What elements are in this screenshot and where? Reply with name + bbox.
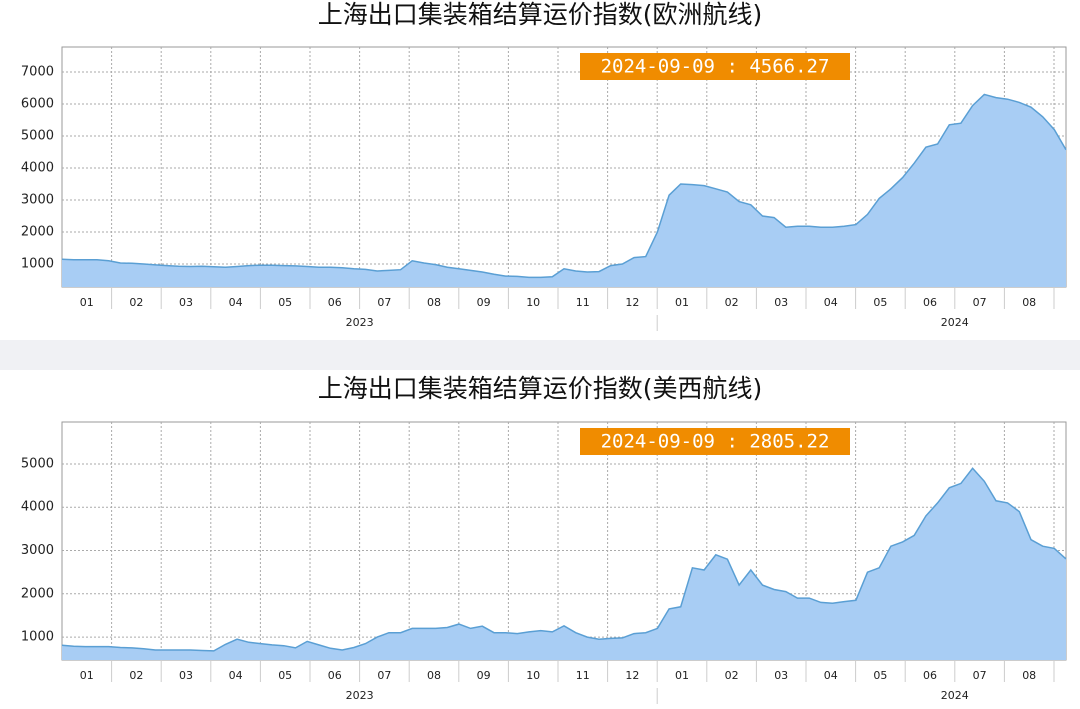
x-tick-label: 04 — [824, 296, 838, 309]
y-tick-label: 7000 — [21, 64, 54, 79]
x-tick-label: 05 — [873, 296, 887, 309]
x-tick-label: 05 — [278, 296, 292, 309]
x-tick-label: 11 — [576, 296, 590, 309]
x-tick-label: 03 — [179, 669, 193, 682]
x-tick-label: 08 — [1022, 669, 1036, 682]
annotation: 2024-09-09 : 2805.22 — [601, 431, 830, 453]
annotation-box — [580, 428, 850, 455]
y-tick-label: 3000 — [21, 192, 54, 207]
year-label: 2023 — [346, 689, 374, 702]
y-tick-label: 4000 — [21, 500, 54, 515]
x-tick-label: 03 — [774, 669, 788, 682]
x-tick-label: 04 — [229, 296, 243, 309]
x-tick-label: 04 — [229, 669, 243, 682]
y-tick-label: 1000 — [21, 630, 54, 645]
y-tick-label: 3000 — [21, 543, 54, 558]
area — [62, 94, 1066, 288]
x-tick-label: 03 — [179, 296, 193, 309]
x-tick-label: 01 — [675, 669, 689, 682]
x-tick-label: 10 — [526, 669, 540, 682]
y-tick-label: 4000 — [21, 160, 54, 175]
annotation-box — [580, 53, 850, 80]
x-tick-label: 12 — [625, 296, 639, 309]
y-tick-label: 5000 — [21, 128, 54, 143]
x-tick-label: 06 — [923, 669, 937, 682]
x-tick-label: 07 — [377, 296, 391, 309]
y-tick-label: 2000 — [21, 224, 54, 239]
x-tick-label: 01 — [80, 669, 94, 682]
y-tick-label: 5000 — [21, 456, 54, 471]
x-tick-label: 08 — [1022, 296, 1036, 309]
x-tick-label: 04 — [824, 669, 838, 682]
x-tick-label: 01 — [675, 296, 689, 309]
x-tick-label: 08 — [427, 669, 441, 682]
y-tick-label: 6000 — [21, 96, 54, 111]
x-tick-label: 08 — [427, 296, 441, 309]
x-tick-label: 09 — [477, 669, 491, 682]
x-tick-label: 12 — [625, 669, 639, 682]
year-label: 2024 — [941, 316, 969, 329]
x-tick-label: 05 — [873, 669, 887, 682]
x-tick-label: 03 — [774, 296, 788, 309]
x-tick-label: 07 — [377, 669, 391, 682]
y-tick-label: 1000 — [21, 256, 54, 271]
year-label: 2024 — [941, 689, 969, 702]
x-tick-label: 02 — [725, 296, 739, 309]
x-tick-label: 07 — [973, 669, 987, 682]
x-tick-label: 10 — [526, 296, 540, 309]
separator — [0, 340, 1080, 370]
x-tick-label: 05 — [278, 669, 292, 682]
x-tick-label: 02 — [725, 669, 739, 682]
line — [61, 93, 1067, 279]
x-tick-label: 11 — [576, 669, 590, 682]
x-tick-label: 09 — [477, 296, 491, 309]
annotation: 2024-09-09 : 4566.27 — [601, 56, 830, 78]
x-tick-label: 06 — [328, 669, 342, 682]
line — [61, 467, 1067, 652]
area — [62, 468, 1066, 660]
x-tick-label: 07 — [973, 296, 987, 309]
chart-title: 上海出口集装箱结算运价指数(欧洲航线) — [318, 0, 763, 29]
year-label: 2023 — [346, 316, 374, 329]
x-tick-label: 06 — [328, 296, 342, 309]
x-tick-label: 02 — [129, 296, 143, 309]
x-tick-label: 02 — [129, 669, 143, 682]
x-tick-label: 06 — [923, 296, 937, 309]
y-tick-label: 2000 — [21, 586, 54, 601]
x-tick-label: 01 — [80, 296, 94, 309]
chart-title: 上海出口集装箱结算运价指数(美西航线) — [318, 374, 763, 403]
